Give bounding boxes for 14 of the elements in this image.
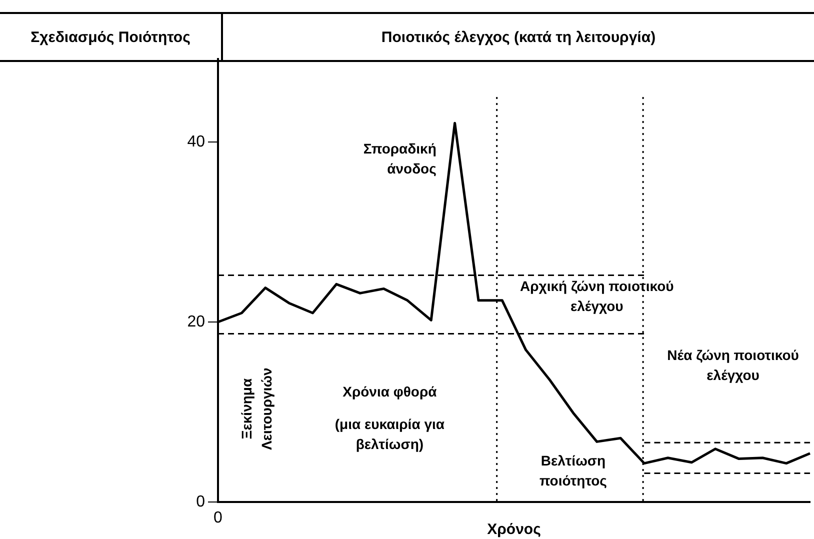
- y-tick-label: 0: [196, 493, 206, 510]
- annotation: Αρχική ζώνη ποιοτικού ελέγχου: [520, 278, 674, 314]
- text: Σχεδιασμός Ποιότητος: [0, 14, 223, 60]
- annotation: Χρόνια φθορά: [342, 384, 438, 400]
- annotation: Βελτίωση ποιότητος: [539, 452, 607, 488]
- text: 0: [214, 509, 223, 526]
- y-tick-label: 20: [187, 313, 206, 330]
- annotation: (μια ευκαιρία για βελτίωση): [334, 416, 445, 452]
- y-tick-label: 40: [187, 133, 206, 150]
- annotation: Νέα ζώνη ποιοτικού ελέγχου: [667, 347, 799, 384]
- x-axis-title: Χρόνος: [487, 521, 542, 538]
- annotation: Ξεκίνημα Λειτουργιών: [238, 367, 275, 450]
- annotation: Σποραδική άνοδος: [363, 140, 436, 177]
- chart-title: Ποιοτικός έλεγχος (κατά τη λειτουργία): [380, 28, 657, 48]
